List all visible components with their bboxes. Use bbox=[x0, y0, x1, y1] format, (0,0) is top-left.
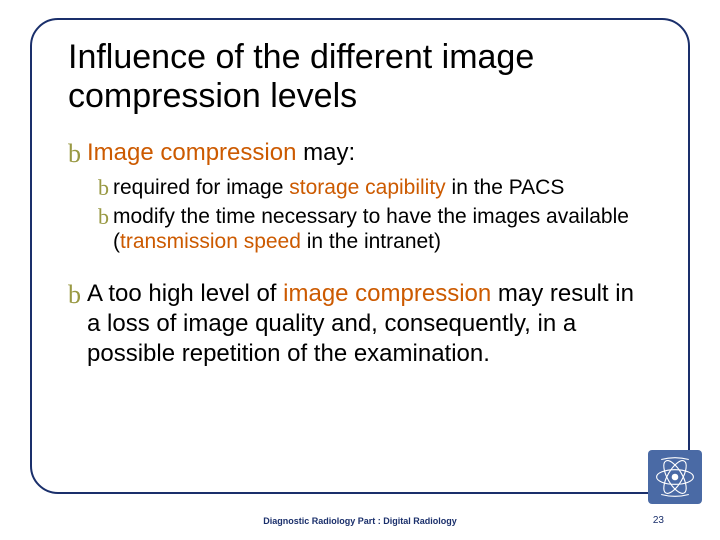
bullet-text: modify the time necessary to have the im… bbox=[113, 204, 652, 255]
slide-title: Influence of the different image compres… bbox=[68, 38, 652, 116]
bullet-text: required for image storage capibility in… bbox=[113, 175, 564, 201]
plain-text: in the PACS bbox=[446, 176, 565, 199]
footer: Diagnostic Radiology Part : Digital Radi… bbox=[0, 516, 720, 526]
highlight-text: Image compression bbox=[87, 139, 296, 166]
iaea-logo bbox=[648, 450, 702, 504]
atom-icon bbox=[652, 454, 698, 500]
footer-text: Diagnostic Radiology Part : Digital Radi… bbox=[263, 516, 457, 526]
highlight-text: storage capibility bbox=[289, 176, 445, 199]
bullet-marker: b bbox=[98, 204, 109, 230]
bullet-level1: b Image compression may: bbox=[68, 138, 652, 169]
bullet-marker: b bbox=[98, 175, 109, 201]
plain-text: in the intranet) bbox=[301, 230, 441, 253]
bullet-text: Image compression may: bbox=[87, 138, 355, 168]
bullet-text: A too high level of image compression ma… bbox=[87, 279, 652, 369]
highlight-text: transmission speed bbox=[120, 230, 301, 253]
bullet-level2: b modify the time necessary to have the … bbox=[98, 204, 652, 255]
plain-text: required for image bbox=[113, 176, 289, 199]
bullet-marker: b bbox=[68, 279, 81, 310]
plain-text: A too high level of bbox=[87, 280, 283, 307]
bullet-level2: b required for image storage capibility … bbox=[98, 175, 652, 201]
highlight-text: image compression bbox=[283, 280, 491, 307]
page-number: 23 bbox=[653, 515, 664, 526]
spacer bbox=[68, 257, 652, 279]
slide-frame: Influence of the different image compres… bbox=[30, 18, 690, 494]
bullet-level1: b A too high level of image compression … bbox=[68, 279, 652, 369]
bullet-marker: b bbox=[68, 138, 81, 169]
plain-text: may: bbox=[296, 139, 355, 166]
